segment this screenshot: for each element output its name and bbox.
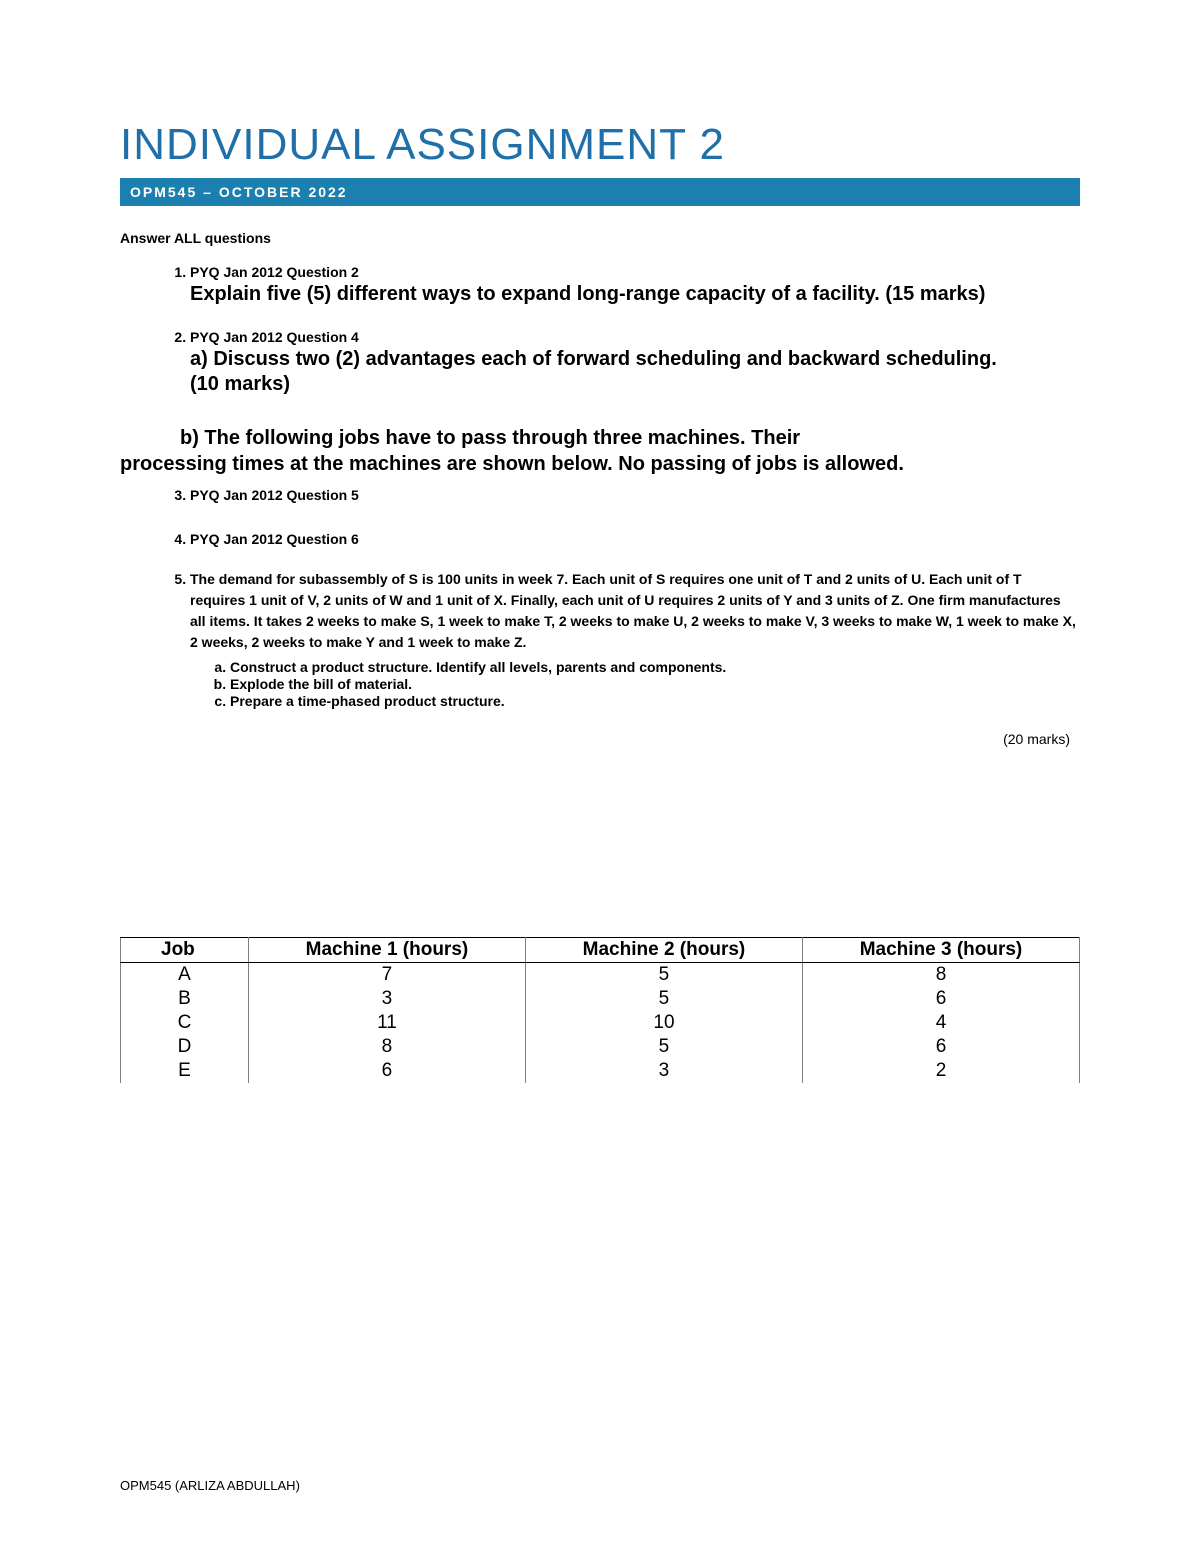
cell: 8	[248, 1035, 525, 1059]
cell: 6	[802, 987, 1079, 1011]
cell: 3	[525, 1059, 802, 1083]
cell: A	[121, 963, 249, 988]
table-row: C 11 10 4	[121, 1011, 1080, 1035]
cell: 10	[525, 1011, 802, 1035]
table-header-row: Job Machine 1 (hours) Machine 2 (hours) …	[121, 938, 1080, 963]
question-list-cont: PYQ Jan 2012 Question 5 PYQ Jan 2012 Que…	[120, 487, 1080, 709]
question-list: PYQ Jan 2012 Question 2 Explain five (5)…	[120, 264, 1080, 397]
col-m3: Machine 3 (hours)	[802, 938, 1079, 963]
q5-b: Explode the bill of material.	[230, 676, 1080, 692]
question-5: The demand for subassembly of S is 100 u…	[190, 569, 1080, 709]
q2b-line1: b) The following jobs have to pass throu…	[120, 427, 800, 449]
q2-body-b: b) The following jobs have to pass throu…	[120, 425, 1080, 477]
col-m2: Machine 2 (hours)	[525, 938, 802, 963]
instructions-text: Answer ALL questions	[120, 230, 1080, 246]
cell: D	[121, 1035, 249, 1059]
cell: B	[121, 987, 249, 1011]
col-job: Job	[121, 938, 249, 963]
question-4: PYQ Jan 2012 Question 6	[190, 531, 1080, 547]
cell: 11	[248, 1011, 525, 1035]
subtitle-bar: OPM545 – OCTOBER 2022	[120, 178, 1080, 206]
page-title: INDIVIDUAL ASSIGNMENT 2	[120, 120, 1080, 170]
cell: 6	[248, 1059, 525, 1083]
table-body: A 7 5 8 B 3 5 6 C 11 10 4 D 8 5 6 E 6 3 …	[121, 963, 1080, 1084]
cell: 4	[802, 1011, 1079, 1035]
job-table: Job Machine 1 (hours) Machine 2 (hours) …	[120, 937, 1080, 1083]
cell: 5	[525, 963, 802, 988]
q5-text: The demand for subassembly of S is 100 u…	[190, 571, 1076, 650]
q5-a: Construct a product structure. Identify …	[230, 659, 1080, 675]
cell: 3	[248, 987, 525, 1011]
cell: 5	[525, 1035, 802, 1059]
question-1: PYQ Jan 2012 Question 2 Explain five (5)…	[190, 264, 1080, 307]
q5-marks: (20 marks)	[120, 731, 1080, 747]
cell: C	[121, 1011, 249, 1035]
col-m1: Machine 1 (hours)	[248, 938, 525, 963]
cell: 8	[802, 963, 1079, 988]
page-footer: OPM545 (ARLIZA ABDULLAH)	[120, 1478, 300, 1493]
question-2: PYQ Jan 2012 Question 4 a) Discuss two (…	[190, 329, 1080, 397]
table-row: A 7 5 8	[121, 963, 1080, 988]
question-3: PYQ Jan 2012 Question 5	[190, 487, 1080, 503]
cell: 6	[802, 1035, 1079, 1059]
q2b-line2: processing times at the machines are sho…	[120, 453, 904, 475]
cell: E	[121, 1059, 249, 1083]
cell: 7	[248, 963, 525, 988]
q3-label: PYQ Jan 2012 Question 5	[190, 487, 1080, 503]
table-row: D 8 5 6	[121, 1035, 1080, 1059]
q1-body: Explain five (5) different ways to expan…	[190, 282, 1080, 307]
q5-c: Prepare a time-phased product structure.	[230, 693, 1080, 709]
table-row: B 3 5 6	[121, 987, 1080, 1011]
cell: 5	[525, 987, 802, 1011]
cell: 2	[802, 1059, 1079, 1083]
q5-sublist: Construct a product structure. Identify …	[190, 659, 1080, 709]
q2-body-a: a) Discuss two (2) advantages each of fo…	[190, 347, 1080, 397]
q1-label: PYQ Jan 2012 Question 2	[190, 264, 1080, 280]
table-row: E 6 3 2	[121, 1059, 1080, 1083]
q4-label: PYQ Jan 2012 Question 6	[190, 531, 1080, 547]
q2-label: PYQ Jan 2012 Question 4	[190, 329, 1080, 345]
